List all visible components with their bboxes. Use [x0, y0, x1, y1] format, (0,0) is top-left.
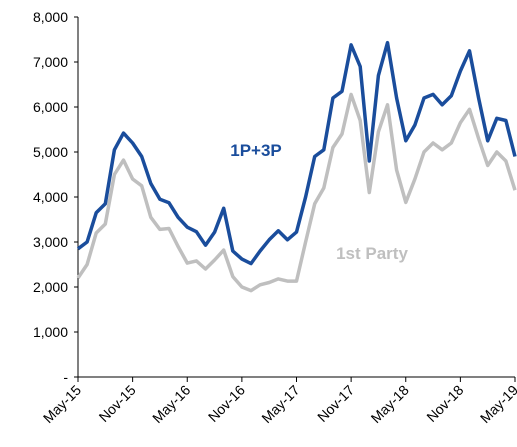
y-tick-label: 6,000: [33, 99, 68, 115]
y-tick-label: 1,000: [33, 324, 68, 340]
y-tick-label: 2,000: [33, 279, 68, 295]
x-tick-label: Nov-15: [96, 382, 139, 425]
x-tick-label: May-15: [40, 382, 84, 426]
series-label: 1st Party: [336, 244, 408, 263]
x-tick-label: May-16: [149, 382, 193, 426]
x-tick-label: Nov-16: [205, 382, 248, 425]
y-tick-label: 5,000: [33, 144, 68, 160]
x-tick-label: May-19: [477, 382, 517, 426]
y-tick-label: 8,000: [33, 9, 68, 25]
series-line: [76, 40, 517, 266]
series-label: 1P+3P: [230, 141, 282, 160]
x-tick-label: Nov-18: [423, 382, 466, 425]
x-tick-label: Nov-17: [314, 382, 357, 425]
y-tick-label: 7,000: [33, 54, 68, 70]
x-tick-label: May-18: [368, 382, 412, 426]
y-tick-label: 4,000: [33, 189, 68, 205]
series-line: [76, 92, 517, 293]
y-tick-label: -: [63, 369, 68, 385]
y-tick-label: 3,000: [33, 234, 68, 250]
x-tick-label: May-17: [258, 382, 302, 426]
